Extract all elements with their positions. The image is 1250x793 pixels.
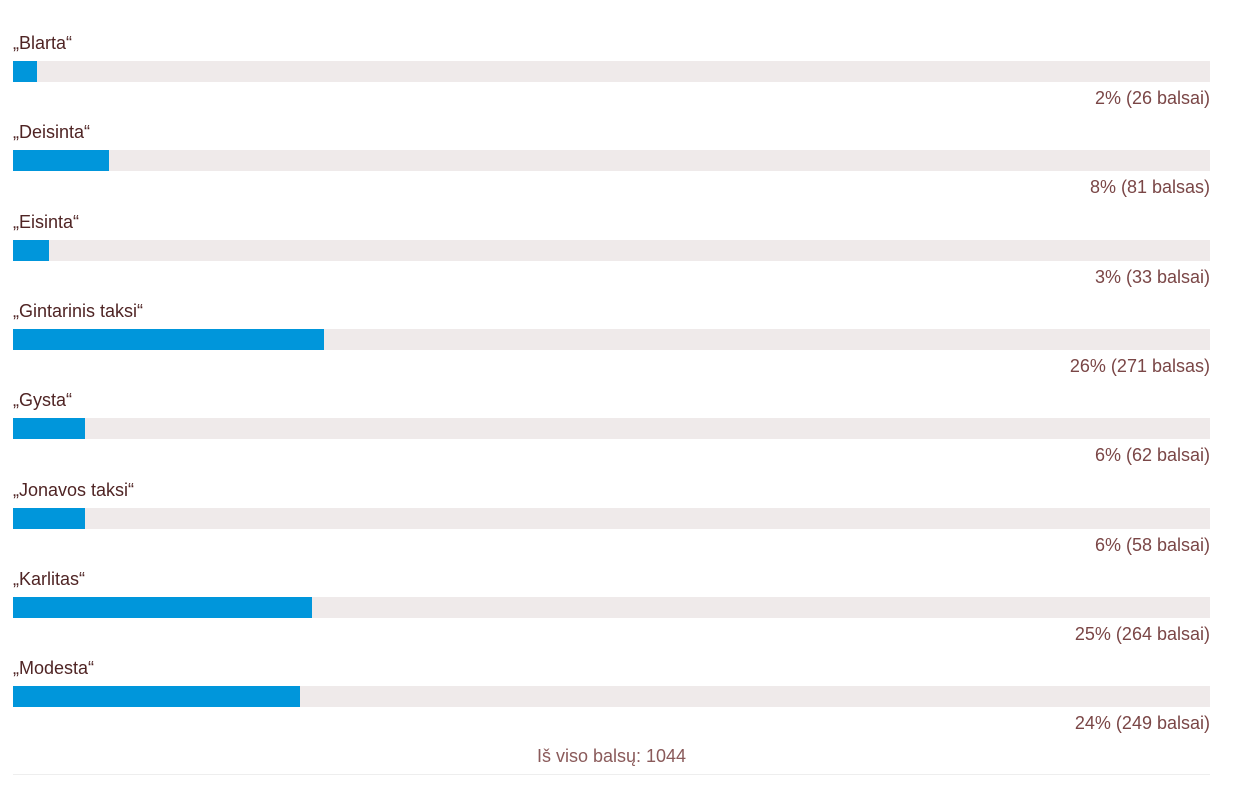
bar bbox=[13, 686, 301, 708]
bar bbox=[13, 596, 313, 618]
divider bbox=[13, 774, 1210, 775]
result-label: 6% (62 balsai) bbox=[1094, 445, 1210, 466]
option-label: „Karlitas“ bbox=[13, 568, 86, 589]
result-label: 6% (58 balsai) bbox=[1094, 534, 1210, 555]
option-label: „Gintarinis taksi“ bbox=[13, 300, 144, 321]
result-label: 8% (81 balsas) bbox=[1089, 177, 1210, 198]
bar-track bbox=[13, 596, 1210, 618]
result-label: 2% (26 balsai) bbox=[1094, 88, 1210, 108]
bar-track bbox=[13, 418, 1210, 440]
result-label: 26% (271 balsas) bbox=[1069, 355, 1210, 376]
option-label: „Eisinta“ bbox=[13, 211, 80, 232]
bar bbox=[13, 418, 85, 440]
bar-track bbox=[13, 150, 1210, 172]
option-label: „Blarta“ bbox=[13, 33, 73, 53]
bar bbox=[13, 328, 325, 350]
bar-track bbox=[13, 686, 1210, 708]
bar bbox=[13, 150, 109, 172]
total-votes: Iš viso balsų: 1044 bbox=[536, 746, 687, 766]
option-label: „Modesta“ bbox=[13, 658, 95, 679]
bar-track bbox=[13, 61, 1210, 82]
option-label: „Deisinta“ bbox=[13, 122, 91, 143]
bar bbox=[13, 239, 49, 261]
bar-track bbox=[13, 239, 1210, 261]
option-label: „Gysta“ bbox=[13, 390, 73, 411]
result-label: 25% (264 balsai) bbox=[1074, 623, 1210, 644]
bar bbox=[13, 507, 85, 529]
result-label: 24% (249 balsai) bbox=[1074, 713, 1210, 734]
bar-track bbox=[13, 507, 1210, 529]
bar bbox=[13, 61, 37, 82]
result-label: 3% (33 balsai) bbox=[1094, 266, 1210, 287]
bar-track bbox=[13, 328, 1210, 350]
option-label: „Jonavos taksi“ bbox=[13, 479, 135, 500]
